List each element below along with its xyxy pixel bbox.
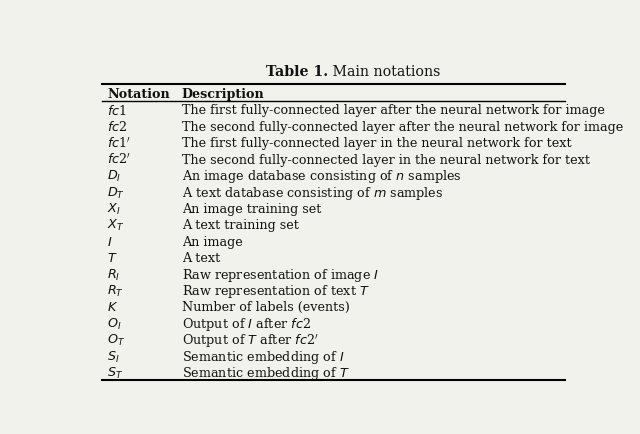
Text: $R_I$: $R_I$: [108, 267, 120, 282]
Text: A text database consisting of $m$ samples: A text database consisting of $m$ sample…: [182, 184, 443, 201]
Text: Description: Description: [182, 88, 264, 101]
Text: $fc$2: $fc$2: [108, 120, 127, 134]
Text: Output of $T$ after $fc$2$'$: Output of $T$ after $fc$2$'$: [182, 331, 319, 349]
Text: $fc$1: $fc$1: [108, 104, 127, 118]
Text: $S_T$: $S_T$: [108, 365, 124, 380]
Text: Raw representation of image $I$: Raw representation of image $I$: [182, 266, 379, 283]
Text: $T$: $T$: [108, 252, 118, 265]
Text: Raw representation of text $T$: Raw representation of text $T$: [182, 283, 369, 299]
Text: $D_T$: $D_T$: [108, 185, 125, 200]
Text: The first fully-connected layer after the neural network for image: The first fully-connected layer after th…: [182, 104, 605, 117]
Text: Main notations: Main notations: [328, 65, 440, 79]
Text: $fc$1$^{\prime}$: $fc$1$^{\prime}$: [108, 136, 131, 151]
Text: $I$: $I$: [108, 235, 113, 248]
Text: Output of $I$ after $fc$2: Output of $I$ after $fc$2: [182, 315, 311, 332]
Text: $D_I$: $D_I$: [108, 169, 122, 184]
Text: A text: A text: [182, 252, 220, 265]
Text: Number of labels (events): Number of labels (events): [182, 301, 349, 314]
Text: $S_I$: $S_I$: [108, 349, 120, 364]
Text: Semantic embedding of $T$: Semantic embedding of $T$: [182, 364, 349, 381]
Text: $X_T$: $X_T$: [108, 218, 125, 233]
Text: An image training set: An image training set: [182, 203, 321, 215]
Text: $R_T$: $R_T$: [108, 283, 124, 299]
Text: The second fully-connected layer in the neural network for text: The second fully-connected layer in the …: [182, 153, 589, 166]
Text: An image database consisting of $n$ samples: An image database consisting of $n$ samp…: [182, 168, 461, 185]
Text: $O_T$: $O_T$: [108, 332, 125, 348]
Text: Notation: Notation: [108, 88, 170, 101]
Text: The first fully-connected layer in the neural network for text: The first fully-connected layer in the n…: [182, 137, 572, 150]
Text: An image: An image: [182, 235, 243, 248]
Text: $O_I$: $O_I$: [108, 316, 122, 331]
Text: Semantic embedding of $I$: Semantic embedding of $I$: [182, 348, 344, 365]
Text: $K$: $K$: [108, 301, 118, 314]
Text: The second fully-connected layer after the neural network for image: The second fully-connected layer after t…: [182, 121, 623, 134]
Text: A text training set: A text training set: [182, 219, 298, 232]
Text: $fc$2$^{\prime}$: $fc$2$^{\prime}$: [108, 153, 131, 167]
Text: $X_I$: $X_I$: [108, 201, 121, 217]
Text: Table 1.: Table 1.: [266, 65, 328, 79]
